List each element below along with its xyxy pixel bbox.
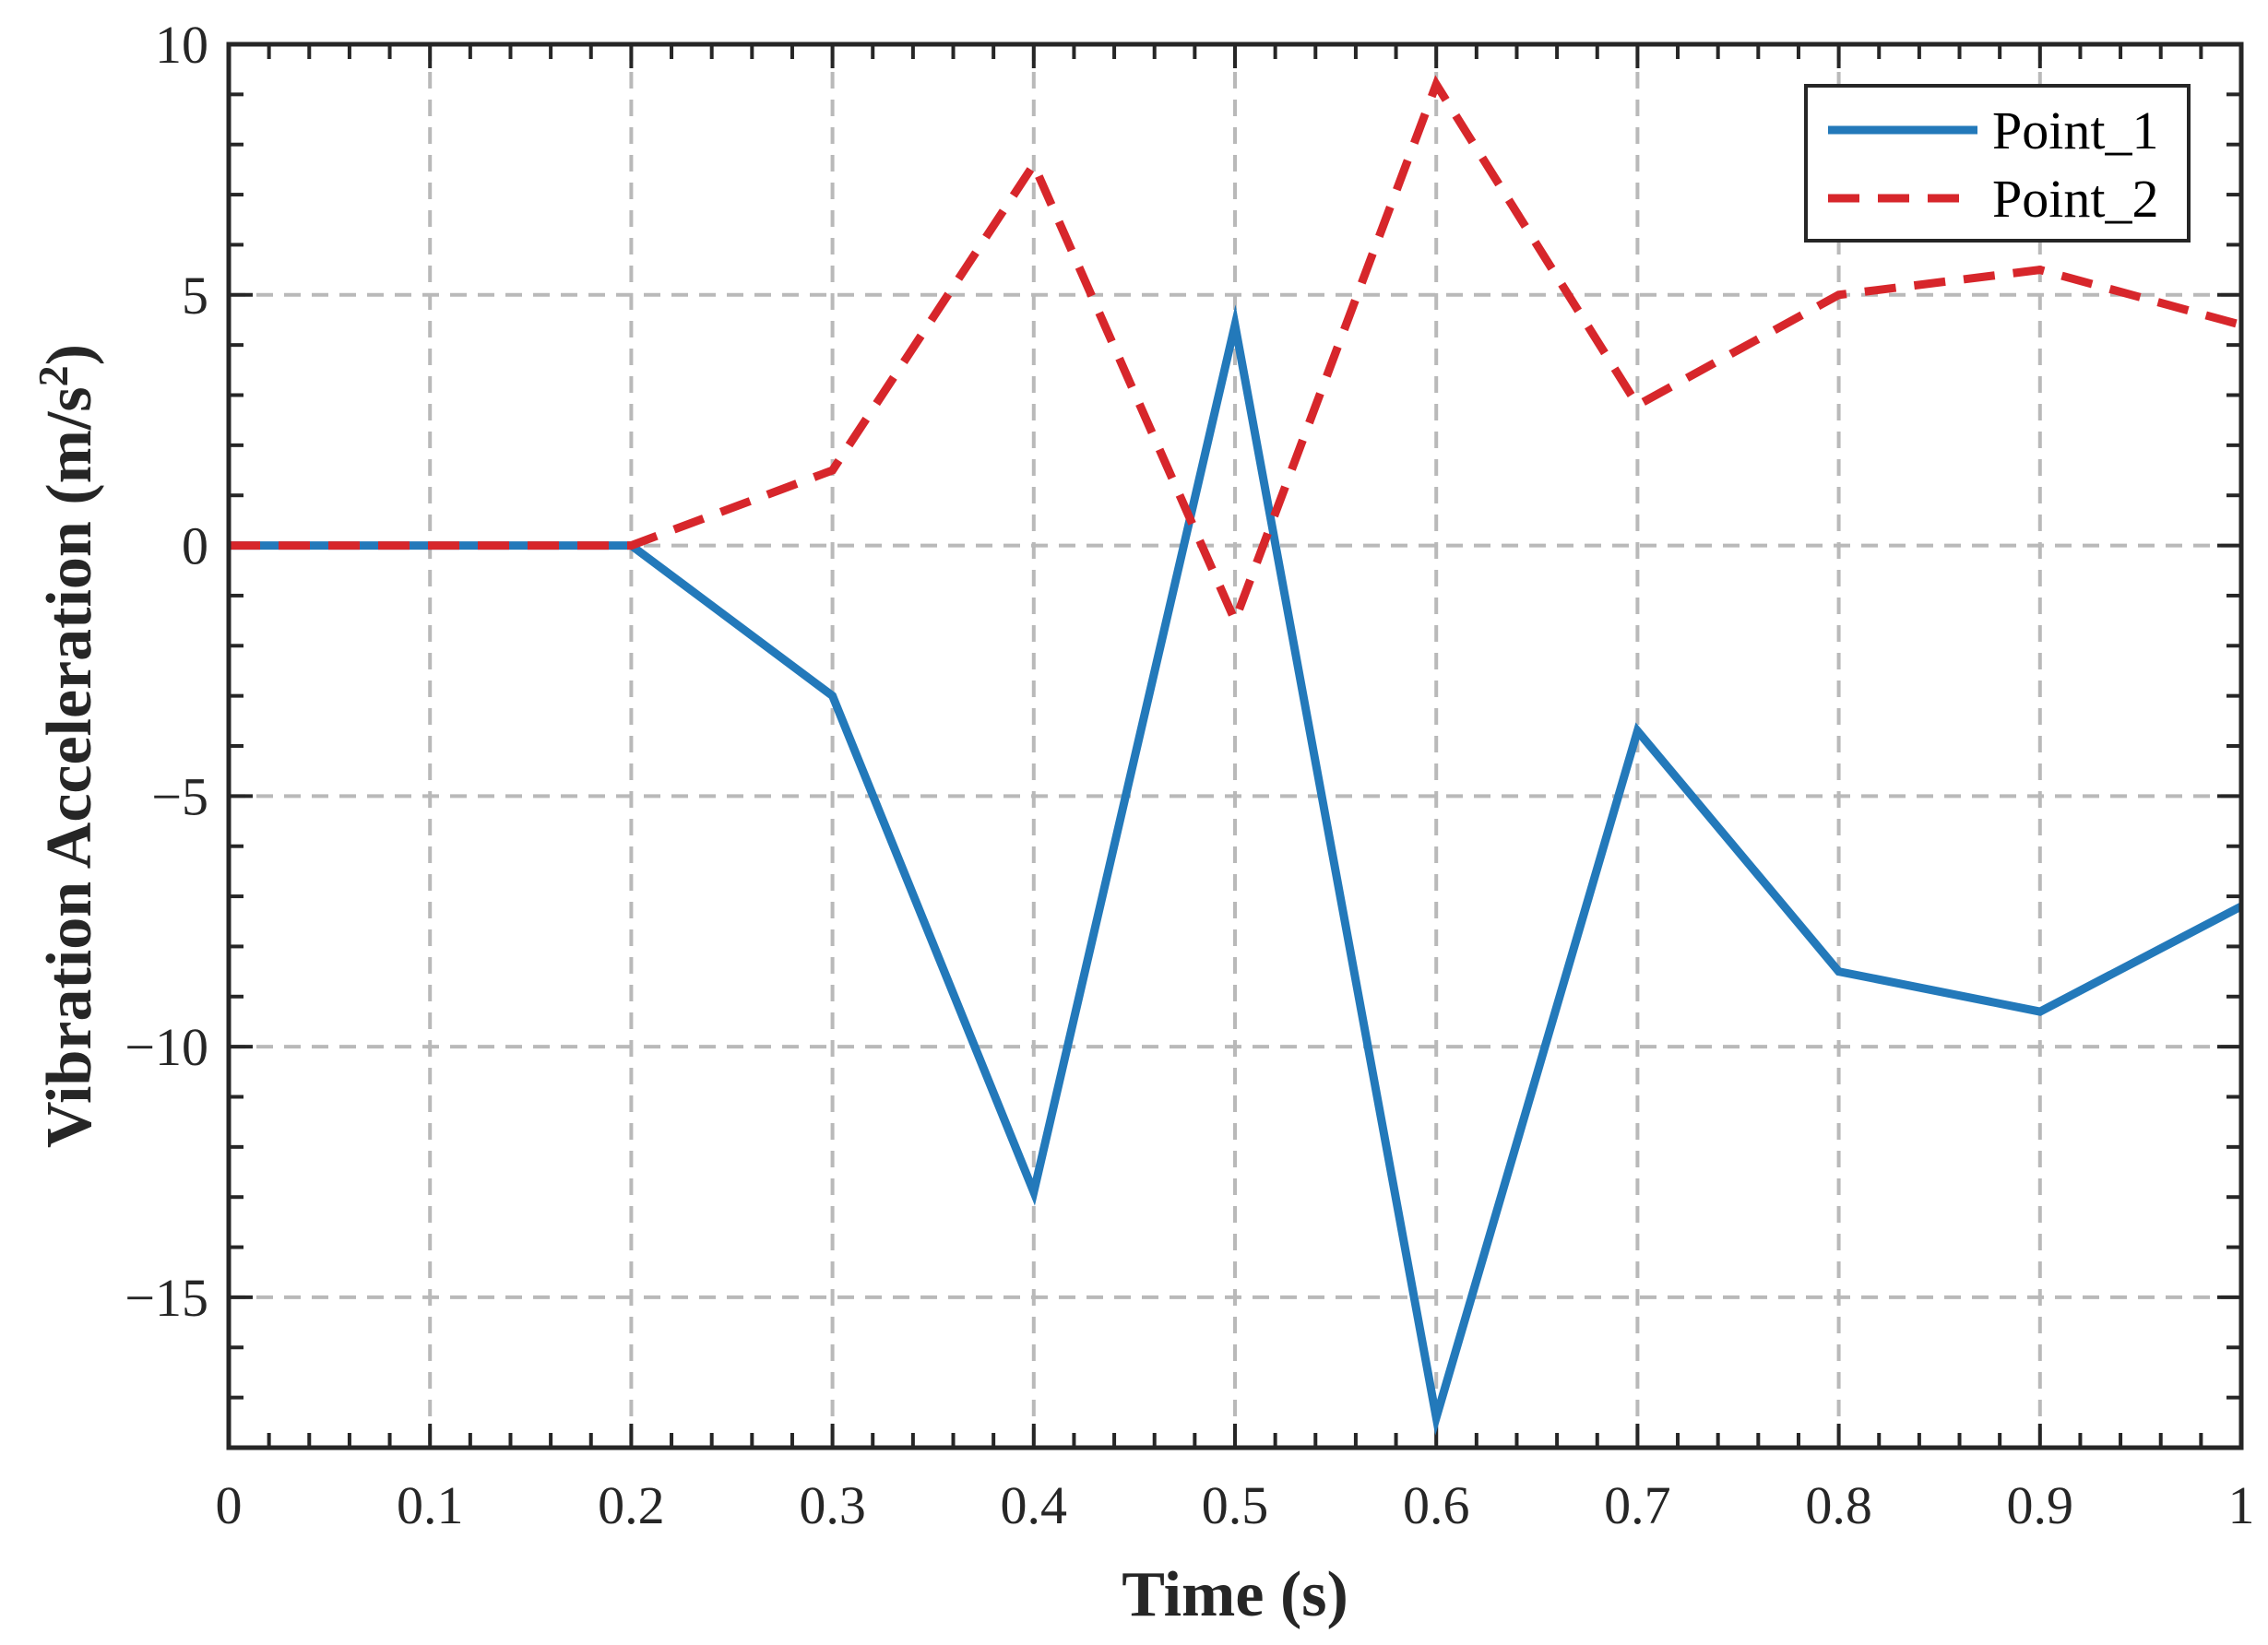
x-tick-label: 0.1 — [397, 1475, 464, 1535]
legend-label-point-1: Point_1 — [1992, 101, 2159, 160]
y-axis-title-main: Vibration Acceleration (m/s — [34, 386, 105, 1148]
x-tick-label: 0.3 — [799, 1475, 866, 1535]
x-tick-label: 0.5 — [1202, 1475, 1269, 1535]
x-tick-label: 0.7 — [1604, 1475, 1671, 1535]
x-tick-label: 0.6 — [1403, 1475, 1470, 1535]
y-tick-label: −10 — [125, 1017, 208, 1077]
y-tick-label: 5 — [182, 266, 208, 325]
plot-frame — [226, 41, 2244, 1450]
y-axis-title-superscript: 2 — [30, 365, 77, 386]
tick-labels: 0 0.1 0.2 0.3 0.4 0.5 0.6 0.7 0.8 0.9 1 10 5 0 −5 −10 −1… — [125, 15, 2254, 1535]
x-tick-label: 0.2 — [598, 1475, 665, 1535]
y-axis-title-close: ) — [34, 344, 105, 365]
x-tick-label: 0.4 — [1001, 1475, 1068, 1535]
y-tick-label: −15 — [125, 1268, 208, 1328]
x-tick-label: 0.9 — [2007, 1475, 2074, 1535]
x-tick-label: 1 — [2228, 1475, 2255, 1535]
y-axis-title: Vibration Acceleration (m/s2) — [30, 344, 106, 1148]
y-tick-label: 0 — [182, 516, 208, 576]
legend-label-point-2: Point_2 — [1992, 169, 2159, 229]
y-tick-label: 10 — [155, 15, 208, 75]
x-axis-title: Time (s) — [1122, 1559, 1348, 1630]
x-tick-label: 0.8 — [1805, 1475, 1872, 1535]
series-lines — [229, 75, 2244, 1436]
legend: Point_1 Point_2 — [1804, 84, 2191, 243]
x-tick-label: 0 — [216, 1475, 243, 1535]
legend-box — [1804, 84, 2191, 243]
y-tick-label: −5 — [151, 766, 208, 826]
series-line-point-1 — [229, 304, 2244, 1436]
